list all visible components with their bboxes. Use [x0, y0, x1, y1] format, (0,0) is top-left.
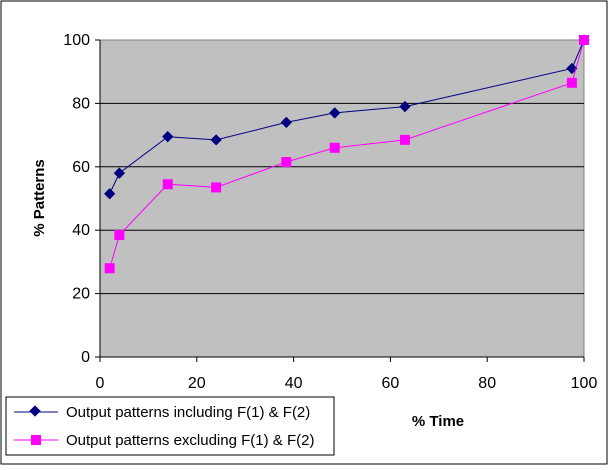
- series-layer: [104, 34, 590, 274]
- y-axis-title: % Patterns: [31, 159, 48, 237]
- y-tick-label-0: 0: [81, 349, 90, 366]
- x-tick-label-40: 40: [285, 375, 303, 392]
- legend-box: [5, 396, 335, 456]
- x-tick-label-80: 80: [478, 375, 496, 392]
- series-1-point-4: [210, 134, 222, 146]
- gridlines: [100, 102, 584, 295]
- y-tick-label-100: 100: [63, 32, 90, 49]
- legend: Output patterns including F(1) & F(2) Ou…: [5, 396, 335, 456]
- y-tick-label-80: 80: [72, 95, 90, 112]
- series-2-point-8: [566, 77, 577, 88]
- series-1-point-3: [162, 131, 174, 143]
- y-tick-label-60: 60: [72, 159, 90, 176]
- series-2-point-5: [281, 157, 292, 168]
- x-tick-label-100: 100: [571, 375, 598, 392]
- x-axis-title: % Time: [412, 413, 464, 430]
- series-2-point-2: [114, 229, 125, 240]
- series-2-point-1: [104, 263, 115, 274]
- x-tick-label-0: 0: [96, 375, 105, 392]
- legend-label-2: Output patterns excluding F(1) & F(2): [66, 432, 314, 449]
- plot-area: [99, 39, 585, 358]
- y-tick-label-20: 20: [72, 286, 90, 303]
- x-tick-label-20: 20: [188, 375, 206, 392]
- axes: [95, 39, 585, 362]
- series-2-point-4: [211, 182, 222, 193]
- legend-marker-2: [31, 435, 41, 445]
- series-2-point-3: [162, 179, 173, 190]
- series-2-point-9: [579, 35, 589, 45]
- tick-labels: 0 20 40 60 80 100 0 20 40 60 80 100: [63, 32, 597, 392]
- series-2-point-6: [329, 142, 340, 153]
- legend-label-1: Output patterns including F(1) & F(2): [66, 404, 310, 421]
- x-tick-label-60: 60: [382, 375, 400, 392]
- y-tick-label-40: 40: [72, 222, 90, 239]
- series-2-point-7: [399, 134, 410, 145]
